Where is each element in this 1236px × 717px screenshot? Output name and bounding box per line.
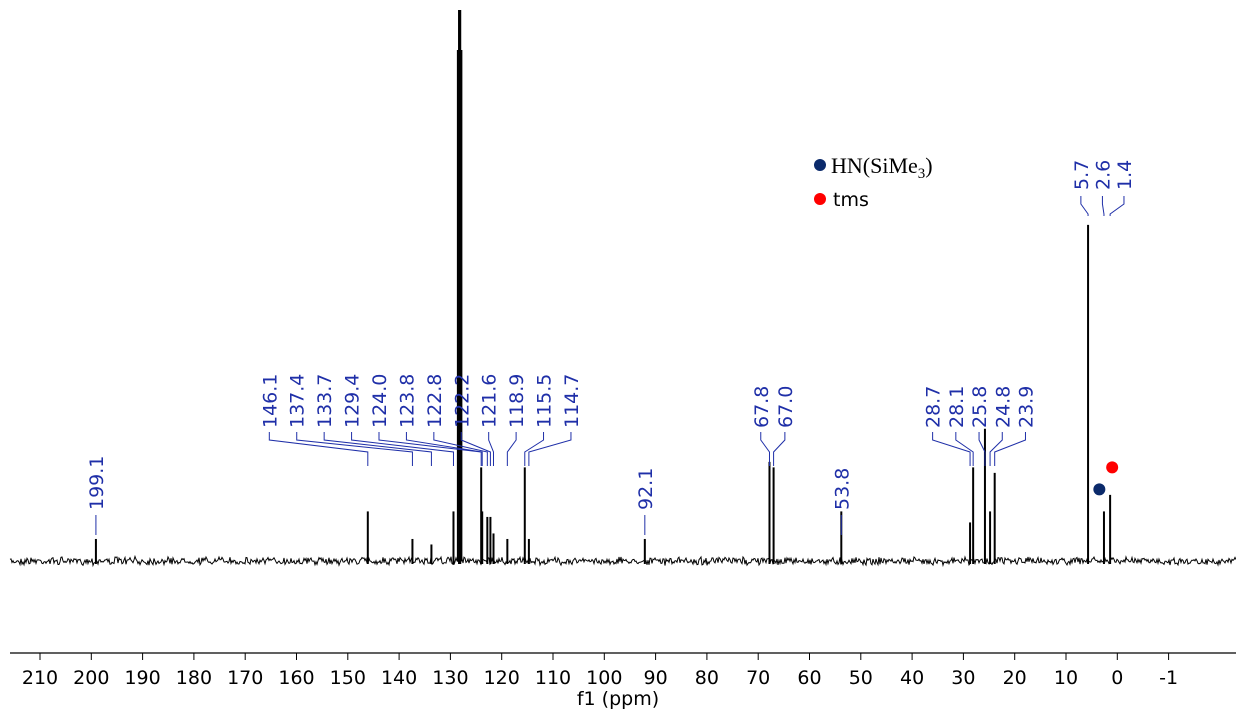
x-tick-label: 10 — [1054, 667, 1078, 689]
peak-label: 23.9 — [1015, 386, 1037, 428]
peak-label-connector — [994, 432, 1026, 466]
legend-label-hn-main: HN(SiMe — [831, 153, 918, 178]
peak-label: 114.7 — [561, 374, 583, 428]
peak-label: 133.7 — [314, 374, 336, 428]
legend-marker-tms — [814, 193, 826, 205]
peak-label-connector — [1109, 196, 1125, 216]
peak-label-connector — [978, 432, 986, 466]
impurity-markers — [1093, 461, 1119, 496]
legend-label-hn-end: ) — [925, 153, 932, 178]
x-axis-title: f1 (ppm) — [577, 688, 659, 710]
spectrum-trace-layer — [9, 10, 1236, 568]
peak-label-connector — [506, 432, 517, 466]
peak-label: 122.8 — [424, 374, 446, 428]
legend-label-hn-sime3: HN(SiMe3) — [831, 153, 933, 182]
peak-label: 129.4 — [342, 374, 364, 428]
peak-label-connector — [932, 432, 971, 466]
peak-label-connector — [296, 432, 413, 466]
legend-label-hn-subscript: 3 — [918, 166, 926, 182]
x-tick-label: 110 — [535, 667, 571, 689]
peak-label-connector — [351, 432, 454, 466]
peak-label: 25.8 — [969, 386, 991, 428]
peak-label: 92.1 — [635, 468, 657, 510]
peak-label: 137.4 — [287, 374, 309, 428]
x-tick-label: 190 — [124, 667, 160, 689]
peak-label: 2.6 — [1092, 160, 1114, 190]
peak-label: 5.7 — [1071, 160, 1093, 190]
peak-label-connector — [955, 432, 974, 466]
peak-label: 115.5 — [534, 374, 556, 428]
x-tick-label: 210 — [22, 667, 58, 689]
x-tick-label: 80 — [695, 667, 719, 689]
x-tick-label: 160 — [278, 667, 314, 689]
peak-label-connector — [760, 432, 770, 466]
peak-label: 123.8 — [396, 374, 418, 428]
peak-label-connector — [378, 432, 482, 466]
x-tick-label: 120 — [484, 667, 520, 689]
legend-label-tms: tms — [833, 189, 869, 211]
x-tick-label: 90 — [644, 667, 668, 689]
peak-label-connector — [524, 432, 545, 466]
x-tick-label: 200 — [73, 667, 109, 689]
x-tick-label: 140 — [381, 667, 417, 689]
peak-label-connector — [433, 432, 488, 466]
x-tick-label: 50 — [849, 667, 873, 689]
peak-label-connector — [1080, 196, 1089, 216]
peak-label: 67.8 — [751, 386, 773, 428]
peak-label-connector — [773, 432, 786, 466]
x-tick-label: 20 — [1003, 667, 1027, 689]
legend-entry-tms: tms — [814, 189, 869, 211]
x-tick-label: 30 — [951, 667, 975, 689]
x-tick-label: 130 — [432, 667, 468, 689]
peak-label: 24.8 — [992, 386, 1014, 428]
peak-label-connector — [460, 432, 491, 466]
legend: HN(SiMe3) tms — [814, 153, 933, 211]
impurity-marker-dot — [1106, 461, 1119, 474]
x-tick-label: 170 — [227, 667, 263, 689]
peak-label-connector — [488, 432, 494, 466]
x-tick-label: 150 — [330, 667, 366, 689]
impurity-marker-dot — [1093, 483, 1106, 496]
x-tick-label: 100 — [586, 667, 622, 689]
peak-label: 1.4 — [1114, 160, 1136, 190]
peak-label: 28.1 — [946, 386, 968, 428]
peak-label: 118.9 — [506, 374, 528, 428]
legend-entry-hn-sime3: HN(SiMe3) — [814, 153, 933, 182]
peak-label: 53.8 — [831, 468, 853, 510]
peak-label: 122.2 — [451, 374, 473, 428]
peak-label: 146.1 — [259, 374, 281, 428]
peak-label-connector — [528, 432, 572, 466]
peak-label: 67.0 — [775, 386, 797, 428]
peak-label-connector — [405, 432, 483, 466]
peak-label: 121.6 — [479, 374, 501, 428]
x-tick-label: -1 — [1159, 667, 1178, 689]
legend-marker-hn-sime3 — [814, 159, 826, 171]
peak-label-connector — [1101, 196, 1105, 216]
x-axis-ticks: 210 200 190 180 170 160 150 140 130 120 110 100 90 80… — [22, 653, 1178, 689]
peak-label: 199.1 — [86, 456, 108, 510]
x-tick-label: 0 — [1111, 667, 1123, 689]
peak-label-connector — [323, 432, 432, 466]
x-tick-label: 60 — [797, 667, 821, 689]
x-tick-label: 70 — [746, 667, 770, 689]
spectrum-baseline — [9, 554, 1236, 568]
x-tick-label: 40 — [900, 667, 924, 689]
peak-label: 124.0 — [369, 374, 391, 428]
peak-label: 28.7 — [923, 386, 945, 428]
peak-label-connector — [268, 432, 369, 466]
peak-label-connector — [989, 432, 1003, 466]
x-tick-label: 180 — [176, 667, 212, 689]
